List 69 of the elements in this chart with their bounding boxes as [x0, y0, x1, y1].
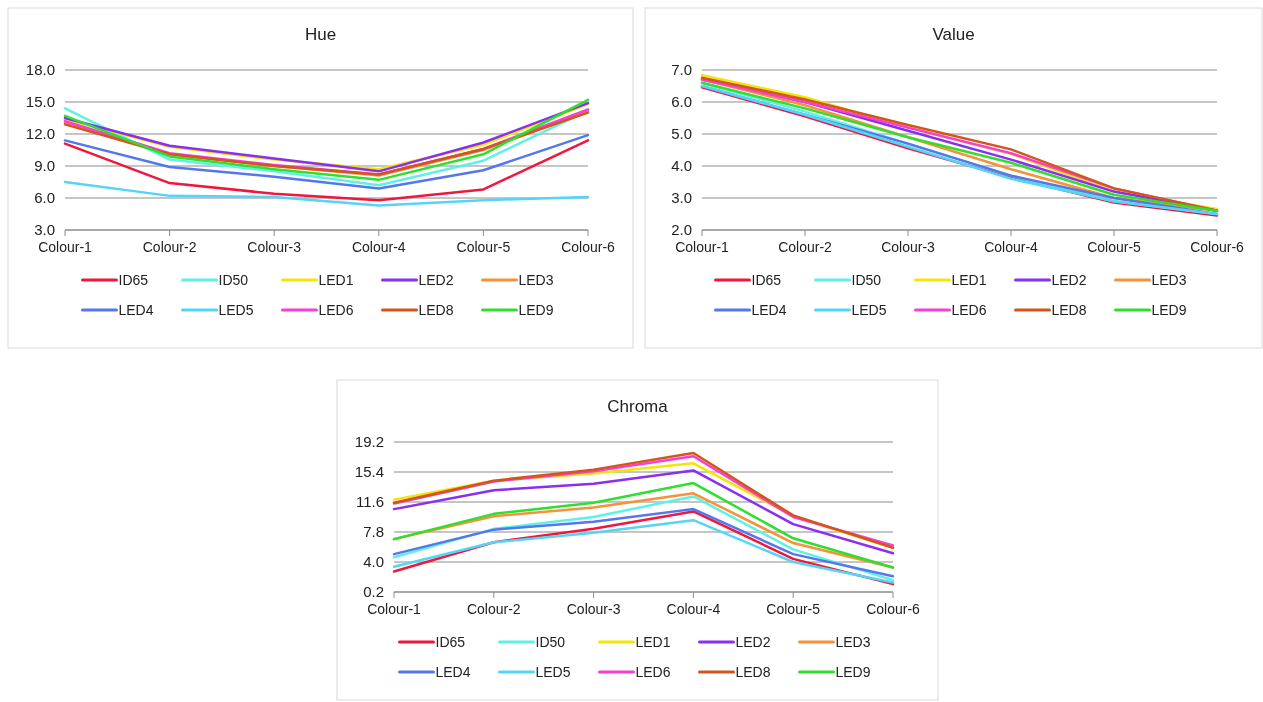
y-tick-label: 15.0: [25, 93, 55, 111]
x-tick-label: Colour-5: [456, 239, 511, 255]
legend-label: LED4: [435, 663, 471, 680]
chart-title: Hue: [304, 25, 337, 44]
x-tick-label: Colour-6: [561, 239, 616, 255]
y-tick-label: 3.0: [34, 221, 55, 239]
y-tick-label: 6.0: [34, 189, 55, 207]
chart-title: Chroma: [607, 397, 669, 416]
legend-label: LED3: [518, 271, 554, 288]
y-tick-label: 7.8: [363, 523, 384, 541]
legend-label: LED3: [835, 633, 871, 650]
x-tick-label: Colour-2: [466, 601, 521, 617]
legend-label: LED1: [951, 271, 987, 288]
y-tick-label: 7.0: [671, 61, 692, 79]
x-tick-label: Colour-2: [778, 239, 833, 255]
legend-label: LED6: [951, 301, 987, 318]
y-tick-label: 11.6: [355, 493, 384, 511]
legend-label: LED8: [1051, 301, 1087, 318]
y-tick-label: 6.0: [671, 93, 692, 111]
x-tick-label: Colour-6: [866, 601, 921, 617]
x-tick-label: Colour-5: [766, 601, 821, 617]
chart-title: Value: [932, 25, 975, 44]
legend-label: LED2: [735, 633, 771, 650]
legend-label: LED9: [518, 301, 554, 318]
legend-label: ID65: [751, 271, 782, 288]
legend-label: LED8: [735, 663, 771, 680]
x-tick-label: Colour-1: [38, 239, 93, 255]
legend-label: LED2: [1051, 271, 1087, 288]
legend-label: LED1: [635, 633, 671, 650]
x-tick-label: Colour-2: [142, 239, 197, 255]
x-tick-label: Colour-4: [666, 601, 721, 617]
legend-label: LED5: [218, 301, 254, 318]
x-tick-label: Colour-6: [1190, 239, 1245, 255]
legend-label: LED9: [1151, 301, 1187, 318]
legend-label: ID50: [535, 633, 566, 650]
legend-label: LED6: [635, 663, 671, 680]
legend-label: ID65: [435, 633, 466, 650]
legend-label: LED4: [751, 301, 787, 318]
y-tick-label: 5.0: [671, 125, 692, 143]
y-tick-label: 3.0: [671, 189, 692, 207]
y-tick-label: 0.2: [363, 583, 384, 601]
y-tick-label: 9.0: [34, 157, 55, 175]
x-tick-label: Colour-4: [984, 239, 1039, 255]
legend-label: LED4: [118, 301, 154, 318]
y-tick-label: 4.0: [363, 553, 384, 571]
legend-label: LED9: [835, 663, 871, 680]
legend-label: ID50: [851, 271, 882, 288]
y-tick-label: 18.0: [25, 61, 55, 79]
x-tick-label: Colour-1: [367, 601, 422, 617]
legend-label: LED2: [418, 271, 454, 288]
x-tick-label: Colour-3: [881, 239, 936, 255]
legend-label: LED5: [851, 301, 887, 318]
y-tick-label: 4.0: [671, 157, 692, 175]
y-tick-label: 19.2: [354, 433, 384, 451]
legend-label: LED8: [418, 301, 454, 318]
x-tick-label: Colour-1: [675, 239, 730, 255]
legend-label: ID65: [118, 271, 149, 288]
x-tick-label: Colour-3: [566, 601, 621, 617]
legend-label: LED5: [535, 663, 571, 680]
x-tick-label: Colour-5: [1087, 239, 1142, 255]
legend-label: LED1: [318, 271, 354, 288]
y-tick-label: 2.0: [671, 221, 692, 239]
legend-label: LED6: [318, 301, 354, 318]
x-tick-label: Colour-4: [351, 239, 406, 255]
legend-label: ID50: [218, 271, 249, 288]
y-tick-label: 12.0: [25, 125, 55, 143]
x-tick-label: Colour-3: [247, 239, 302, 255]
legend-label: LED3: [1151, 271, 1187, 288]
y-tick-label: 15.4: [354, 463, 384, 481]
